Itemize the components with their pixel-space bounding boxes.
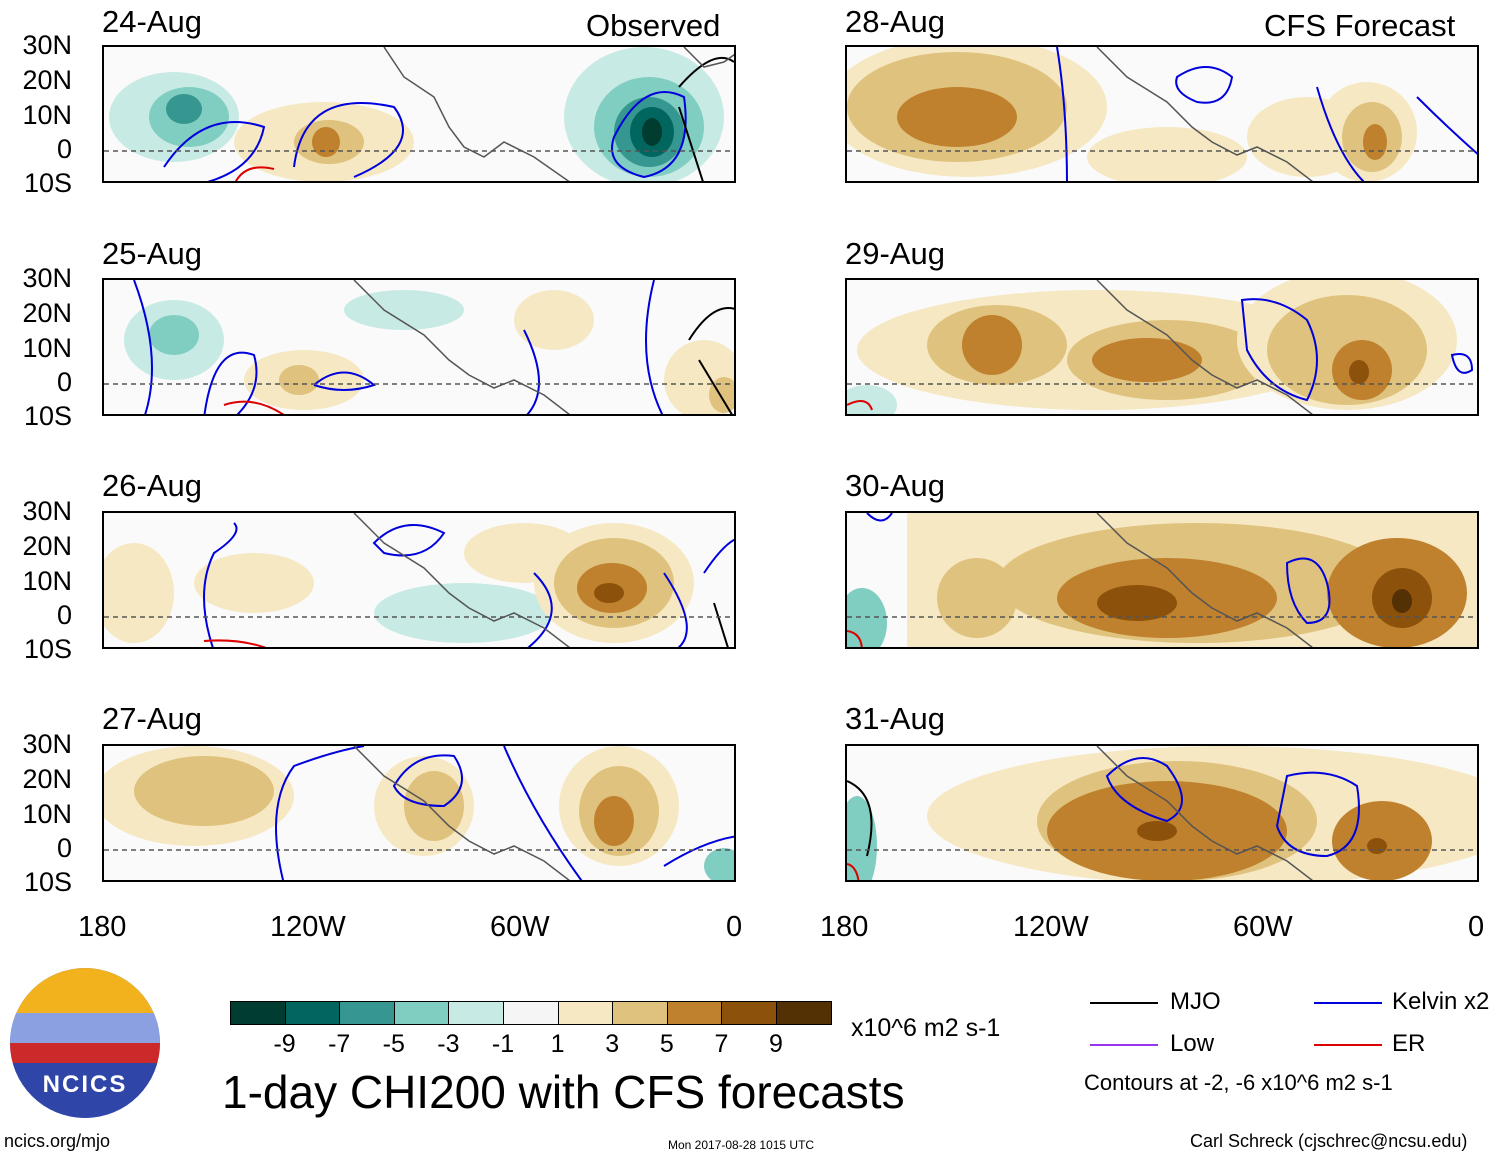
map-panel-obs-3 <box>102 511 736 649</box>
colorbar-label: 3 <box>605 1030 620 1058</box>
colorbar-swatch <box>393 1001 450 1025</box>
main-title: 1-day CHI200 with CFS forecasts <box>222 1066 905 1118</box>
map-panel-obs-1 <box>102 45 736 183</box>
lat-label: 30N <box>22 263 72 293</box>
logo-base <box>10 1063 160 1118</box>
panel-date: 25-Aug <box>102 236 202 271</box>
legend-mjo: MJO <box>1170 988 1221 1015</box>
colorbar-swatch <box>339 1001 395 1025</box>
forecast-label: CFS Forecast <box>1264 8 1456 43</box>
colorbar-label: -5 <box>382 1030 405 1058</box>
lat-label: 0 <box>56 134 72 164</box>
lat-label: 20N <box>22 531 72 561</box>
shading <box>847 280 1477 414</box>
lon-label: 180 <box>820 911 869 943</box>
lat-label: 10S <box>23 867 72 897</box>
footer-timestamp: Mon 2017-08-28 1015 UTC <box>668 1138 815 1152</box>
panel-date: 30-Aug <box>845 468 945 503</box>
colorbar-swatch <box>666 1001 723 1025</box>
shading <box>104 47 734 181</box>
footer-url[interactable]: ncics.org/mjo <box>4 1131 111 1151</box>
colorbar-label: -7 <box>328 1030 351 1058</box>
colorbar-label: 5 <box>659 1030 674 1058</box>
shading <box>847 47 1477 181</box>
colorbar-swatch <box>284 1001 341 1025</box>
lat-label: 20N <box>22 65 72 95</box>
panel-date: 26-Aug <box>102 468 202 503</box>
legend-note: Contours at -2, -6 x10^6 m2 s-1 <box>1084 1070 1393 1095</box>
shading <box>104 280 734 414</box>
legend-line-kelvin <box>1314 1002 1382 1004</box>
shading <box>847 513 1477 647</box>
panel-date: 24-Aug <box>102 4 202 39</box>
legend-kelvin: Kelvin x2 <box>1392 988 1490 1015</box>
map-panel-fc-3 <box>845 511 1479 649</box>
lon-label: 0 <box>1468 911 1485 943</box>
lon-label: 120W <box>1013 911 1089 943</box>
lon-label: 0 <box>726 911 743 943</box>
colorbar-label: 9 <box>769 1030 783 1058</box>
colorbar-swatch <box>776 1001 832 1025</box>
legend-low: Low <box>1170 1030 1215 1057</box>
lat-label: 30N <box>22 729 72 759</box>
legend-line-er <box>1314 1044 1382 1046</box>
lat-label: 10N <box>22 333 72 363</box>
legend-line-low <box>1090 1044 1158 1046</box>
panel-date: 31-Aug <box>845 701 945 736</box>
map-panel-fc-1 <box>845 45 1479 183</box>
lat-label: 10S <box>23 401 72 431</box>
colorbar-swatch <box>721 1001 777 1025</box>
observed-label: Observed <box>586 8 721 43</box>
lat-label: 10S <box>23 634 72 664</box>
lat-label: 0 <box>56 833 72 863</box>
lat-label: 30N <box>22 30 72 60</box>
legend-line-mjo <box>1090 1002 1158 1004</box>
colorbar-swatch <box>448 1001 504 1025</box>
lat-label: 0 <box>56 600 72 630</box>
colorbar-units: x10^6 m2 s-1 <box>851 1014 1001 1042</box>
shading <box>104 513 734 647</box>
colorbar-swatch <box>503 1001 559 1025</box>
map-panel-obs-2 <box>102 278 736 416</box>
panel-date: 27-Aug <box>102 701 202 736</box>
panel-date: 28-Aug <box>845 4 945 39</box>
logo-red-band <box>10 1043 160 1063</box>
footer-author: Carl Schreck (cjschrec@ncsu.edu) <box>1190 1131 1468 1151</box>
colorbar-label: -3 <box>437 1030 460 1058</box>
map-panel-obs-4 <box>102 744 736 882</box>
lat-label: 10N <box>22 100 72 130</box>
colorbar-label: -9 <box>273 1030 296 1058</box>
lat-label: 10N <box>22 566 72 596</box>
panel-date: 29-Aug <box>845 236 945 271</box>
lon-label: 180 <box>78 911 127 943</box>
shading <box>104 746 734 880</box>
colorbar-label: 7 <box>714 1030 729 1058</box>
ncics-logo: NCICS <box>10 968 160 1118</box>
colorbar-label: -1 <box>491 1030 515 1058</box>
colorbar-swatch <box>230 1001 286 1025</box>
lon-label: 120W <box>270 911 346 943</box>
lat-label: 20N <box>22 764 72 794</box>
legend-er: ER <box>1392 1030 1426 1057</box>
logo-text: NCICS <box>42 1071 128 1098</box>
lat-label: 0 <box>56 367 72 397</box>
colorbar-swatch <box>612 1001 668 1025</box>
lat-label: 30N <box>22 496 72 526</box>
colorbar-swatch <box>557 1001 614 1025</box>
lat-label: 10N <box>22 799 72 829</box>
logo-mountains <box>10 1013 160 1043</box>
lat-label: 10S <box>23 168 72 198</box>
map-panel-fc-2 <box>845 278 1479 416</box>
lon-label: 60W <box>1233 911 1293 943</box>
map-panel-fc-4 <box>845 744 1479 882</box>
colorbar-label: 1 <box>550 1030 565 1058</box>
lon-label: 60W <box>490 911 550 943</box>
lat-label: 20N <box>22 298 72 328</box>
shading <box>847 746 1477 880</box>
